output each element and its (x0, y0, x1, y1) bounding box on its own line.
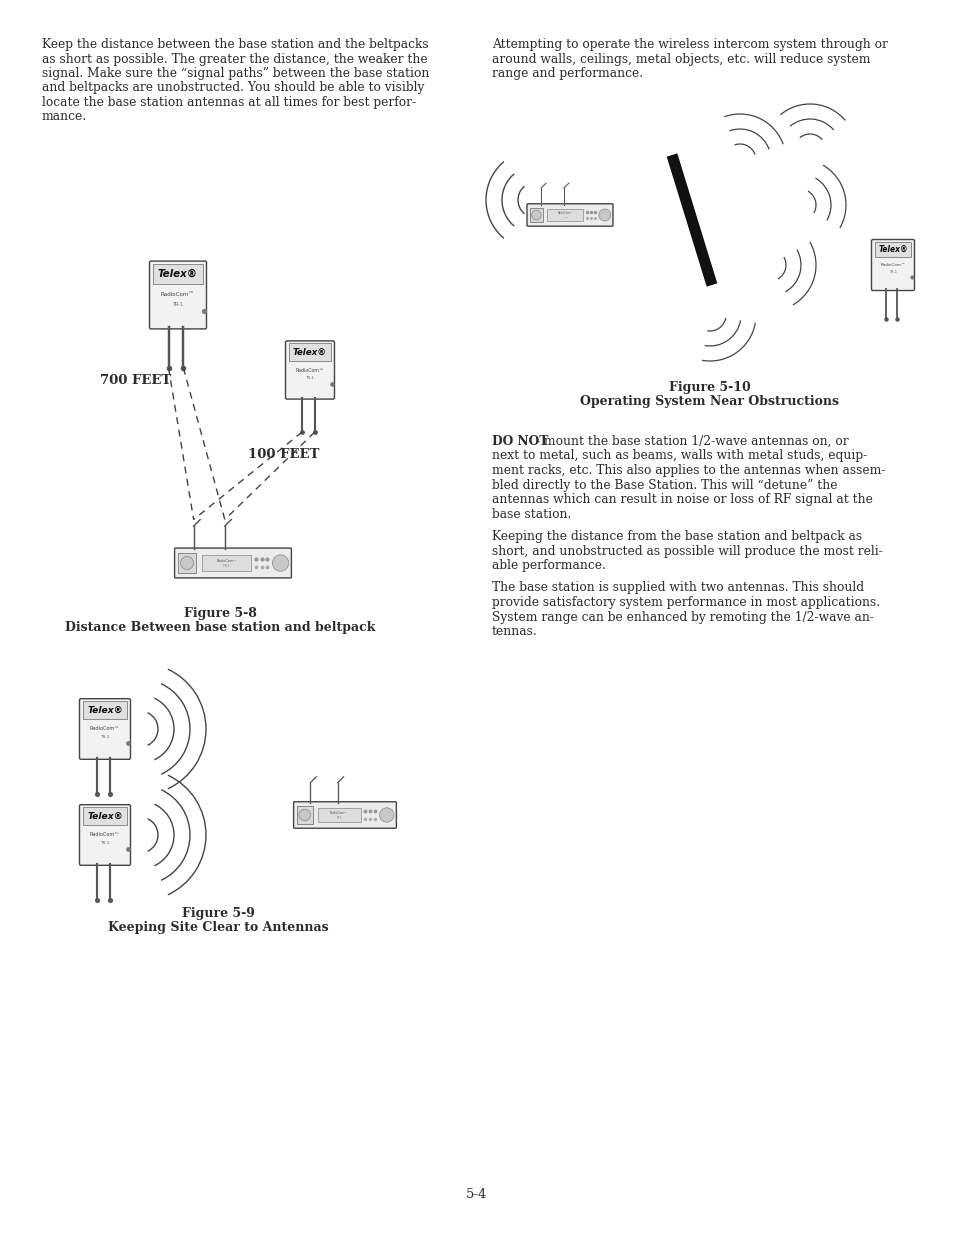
Text: Figure 5-8: Figure 5-8 (183, 606, 256, 620)
Text: Telex®: Telex® (878, 245, 907, 254)
Text: antennas which can result in noise or loss of RF signal at the: antennas which can result in noise or lo… (492, 493, 872, 506)
Text: TR-1: TR-1 (172, 301, 183, 308)
Circle shape (598, 209, 610, 221)
Text: Telex®: Telex® (293, 347, 327, 357)
Text: RadioCom™: RadioCom™ (880, 263, 904, 267)
Text: TR-1: TR-1 (100, 735, 110, 740)
FancyBboxPatch shape (150, 261, 206, 329)
Text: Telex®: Telex® (87, 811, 123, 821)
Text: Distance Between base station and beltpack: Distance Between base station and beltpa… (65, 620, 375, 634)
Text: range and performance.: range and performance. (492, 67, 642, 80)
Text: TR-1: TR-1 (223, 564, 230, 568)
Text: TR-1: TR-1 (100, 841, 110, 846)
Bar (296, 806, 313, 824)
Text: RadioCom™: RadioCom™ (295, 368, 324, 373)
Text: bled directly to the Base Station. This will “detune” the: bled directly to the Base Station. This … (492, 478, 837, 492)
Bar (152, 263, 203, 284)
Bar (83, 808, 127, 825)
Text: Keep the distance between the base station and the beltpacks: Keep the distance between the base stati… (42, 38, 428, 51)
Text: locate the base station antennas at all times for best perfor-: locate the base station antennas at all … (42, 96, 416, 109)
Text: 700 FEET: 700 FEET (100, 373, 172, 387)
Text: 100 FEET: 100 FEET (248, 448, 319, 462)
Text: TR-1: TR-1 (336, 816, 342, 820)
Text: RadioCom™: RadioCom™ (330, 811, 348, 815)
Text: tennas.: tennas. (492, 625, 537, 638)
Text: as short as possible. The greater the distance, the weaker the: as short as possible. The greater the di… (42, 53, 427, 65)
Text: RadioCom™: RadioCom™ (90, 726, 120, 731)
Circle shape (180, 557, 193, 569)
Text: short, and unobstructed as possible will produce the most reli-: short, and unobstructed as possible will… (492, 545, 882, 557)
Text: ment racks, etc. This also applies to the antennas when assem-: ment racks, etc. This also applies to th… (492, 464, 884, 477)
Text: RadioCom™: RadioCom™ (161, 293, 194, 298)
Bar (202, 555, 251, 572)
Text: The base station is supplied with two antennas. This should: The base station is supplied with two an… (492, 582, 863, 594)
Text: 5-4: 5-4 (466, 1188, 487, 1202)
Text: and beltpacks are unobstructed. You should be able to visibly: and beltpacks are unobstructed. You shou… (42, 82, 424, 95)
FancyBboxPatch shape (79, 805, 131, 866)
Text: mance.: mance. (42, 110, 87, 124)
FancyBboxPatch shape (285, 341, 335, 399)
Text: RadioCom™: RadioCom™ (557, 211, 573, 215)
Text: RadioCom™: RadioCom™ (216, 558, 236, 562)
Text: Keeping Site Clear to Antennas: Keeping Site Clear to Antennas (108, 920, 328, 934)
Text: RadioCom™: RadioCom™ (90, 832, 120, 837)
Bar (874, 242, 910, 257)
Bar (529, 207, 542, 222)
Text: Operating System Near Obstructions: Operating System Near Obstructions (579, 395, 839, 409)
Bar (317, 808, 360, 823)
Text: TR-1: TR-1 (305, 375, 314, 380)
Circle shape (298, 809, 310, 821)
Text: DO NOT: DO NOT (492, 435, 548, 448)
Text: System range can be enhanced by remoting the 1/2-wave an-: System range can be enhanced by remoting… (492, 610, 873, 624)
Circle shape (272, 555, 289, 572)
Text: - mount the base station 1/2-wave antennas on, or: - mount the base station 1/2-wave antenn… (532, 435, 848, 448)
Text: base station.: base station. (492, 508, 571, 520)
Bar (83, 701, 127, 719)
Text: Attempting to operate the wireless intercom system through or: Attempting to operate the wireless inter… (492, 38, 887, 51)
Text: able performance.: able performance. (492, 559, 605, 572)
Text: Keeping the distance from the base station and beltpack as: Keeping the distance from the base stati… (492, 530, 862, 543)
Text: Figure 5-10: Figure 5-10 (668, 382, 750, 394)
FancyBboxPatch shape (174, 548, 291, 578)
Text: around walls, ceilings, metal objects, etc. will reduce system: around walls, ceilings, metal objects, e… (492, 53, 869, 65)
FancyBboxPatch shape (294, 802, 396, 829)
Text: TR-1: TR-1 (888, 270, 896, 274)
FancyBboxPatch shape (79, 699, 131, 760)
FancyBboxPatch shape (526, 204, 613, 226)
Text: next to metal, such as beams, walls with metal studs, equip-: next to metal, such as beams, walls with… (492, 450, 866, 462)
Bar (178, 553, 196, 573)
Text: signal. Make sure the “signal paths” between the base station: signal. Make sure the “signal paths” bet… (42, 67, 429, 80)
Text: provide satisfactory system performance in most applications.: provide satisfactory system performance … (492, 597, 880, 609)
Bar (289, 343, 331, 361)
Circle shape (379, 808, 394, 823)
Bar (547, 209, 582, 221)
Circle shape (531, 210, 540, 220)
FancyBboxPatch shape (871, 240, 914, 290)
Text: Telex®: Telex® (158, 269, 198, 279)
Text: Telex®: Telex® (87, 705, 123, 715)
Text: Figure 5-9: Figure 5-9 (181, 906, 254, 920)
